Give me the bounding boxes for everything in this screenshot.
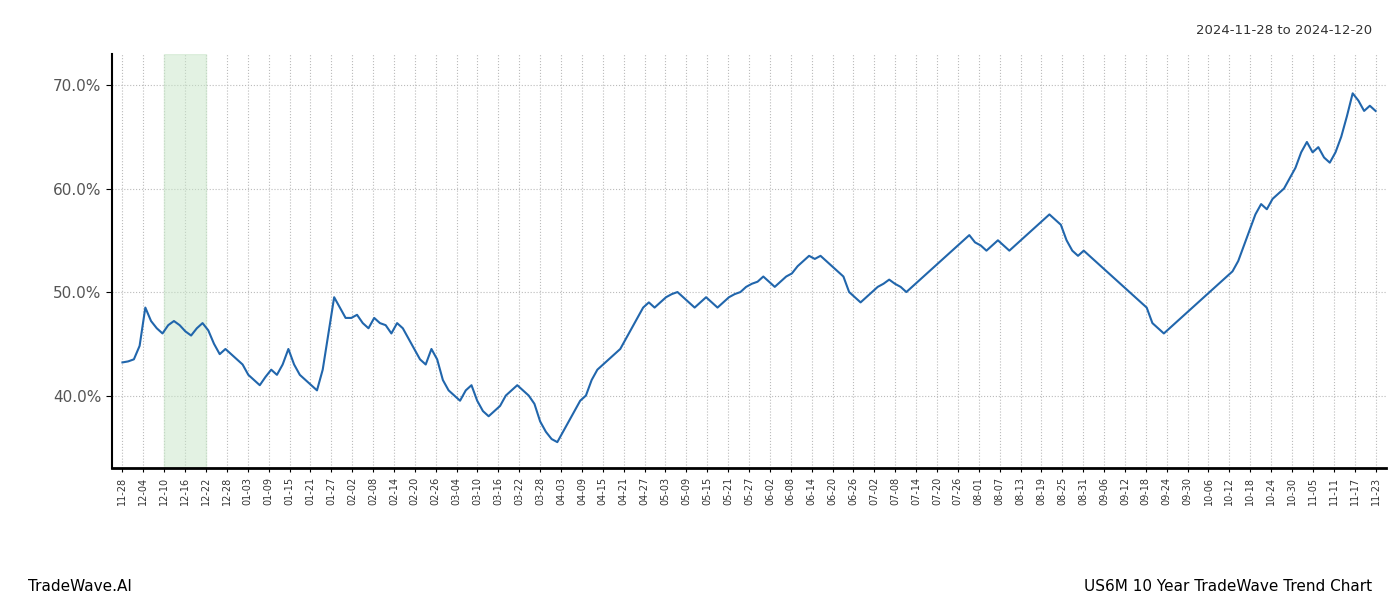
- Text: 2024-11-28 to 2024-12-20: 2024-11-28 to 2024-12-20: [1196, 24, 1372, 37]
- Bar: [164, 54, 206, 468]
- Text: TradeWave.AI: TradeWave.AI: [28, 579, 132, 594]
- Text: US6M 10 Year TradeWave Trend Chart: US6M 10 Year TradeWave Trend Chart: [1084, 579, 1372, 594]
